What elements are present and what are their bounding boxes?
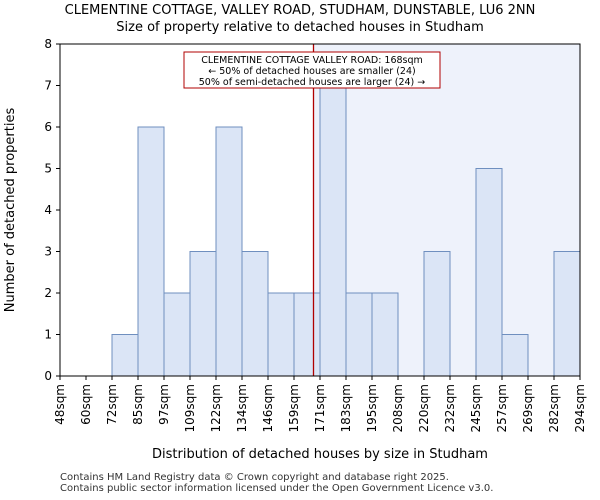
x-tick-label: 159sqm (287, 384, 301, 432)
bar (553, 251, 581, 377)
bar (475, 168, 503, 377)
x-tick-label: 72sqm (105, 384, 119, 425)
annotation-frame (183, 51, 441, 89)
bar (501, 334, 529, 377)
x-tick-label: 220sqm (417, 384, 431, 432)
y-tick-label: 4 (44, 203, 52, 217)
bar (423, 251, 451, 377)
chart-subtitle: Size of property relative to detached ho… (116, 20, 484, 35)
annotation-line-1: CLEMENTINE COTTAGE VALLEY ROAD: 168sqm (201, 55, 423, 66)
bar (215, 126, 243, 377)
bar (137, 126, 165, 377)
y-tick-label: 6 (44, 120, 52, 134)
y-tick-label: 5 (44, 162, 52, 176)
x-tick-label: 97sqm (157, 384, 171, 425)
x-tick-label: 257sqm (495, 384, 509, 432)
x-axis-label: Distribution of detached houses by size … (152, 447, 488, 462)
x-tick-label: 134sqm (235, 384, 249, 432)
annotation-line-2: ← 50% of detached houses are smaller (24… (208, 66, 415, 77)
y-tick-label: 8 (44, 37, 52, 51)
y-tick-label: 3 (44, 245, 52, 259)
annotation-box: CLEMENTINE COTTAGE VALLEY ROAD: 168sqm ←… (183, 51, 441, 89)
bar (111, 334, 139, 377)
x-tick-label: 208sqm (391, 384, 405, 432)
x-tick-label: 282sqm (547, 384, 561, 432)
bar (267, 292, 295, 377)
x-tick-label: 195sqm (365, 384, 379, 432)
bar (293, 292, 321, 377)
bar (345, 292, 373, 377)
x-tick-label: 122sqm (209, 384, 223, 432)
chart-title: CLEMENTINE COTTAGE, VALLEY ROAD, STUDHAM… (64, 3, 536, 18)
x-tick-label: 48sqm (53, 384, 67, 425)
y-tick-label: 0 (44, 369, 52, 383)
x-tick-label: 232sqm (443, 384, 457, 432)
bar (241, 251, 269, 377)
bar-chart: 0 1 2 3 4 5 6 7 8 48sqm 60sqm 72sqm 85sqm 97sqm 109sq… (3, 37, 587, 462)
y-tick-label: 2 (44, 286, 52, 300)
bar (163, 292, 191, 377)
x-tick-label: 146sqm (261, 384, 275, 432)
footer-line-2: Contains public sector information licen… (60, 483, 494, 494)
x-tick-label: 109sqm (183, 384, 197, 432)
x-tick-label: 269sqm (521, 384, 535, 432)
bar (371, 292, 399, 377)
x-tick-label: 294sqm (573, 384, 587, 432)
x-tick-label: 245sqm (469, 384, 483, 432)
annotation-line-3: 50% of semi-detached houses are larger (… (199, 77, 426, 88)
x-tick-label: 60sqm (79, 384, 93, 425)
x-tick-label: 85sqm (131, 384, 145, 425)
bar (189, 251, 217, 377)
x-tick-label: 171sqm (313, 384, 327, 432)
y-tick-label: 1 (44, 328, 52, 342)
y-tick-label: 7 (44, 79, 52, 93)
bar (319, 85, 347, 377)
footer-line-1: Contains HM Land Registry data © Crown c… (60, 472, 449, 483)
x-tick-label: 183sqm (339, 384, 353, 432)
y-axis-label: Number of detached properties (3, 108, 18, 313)
